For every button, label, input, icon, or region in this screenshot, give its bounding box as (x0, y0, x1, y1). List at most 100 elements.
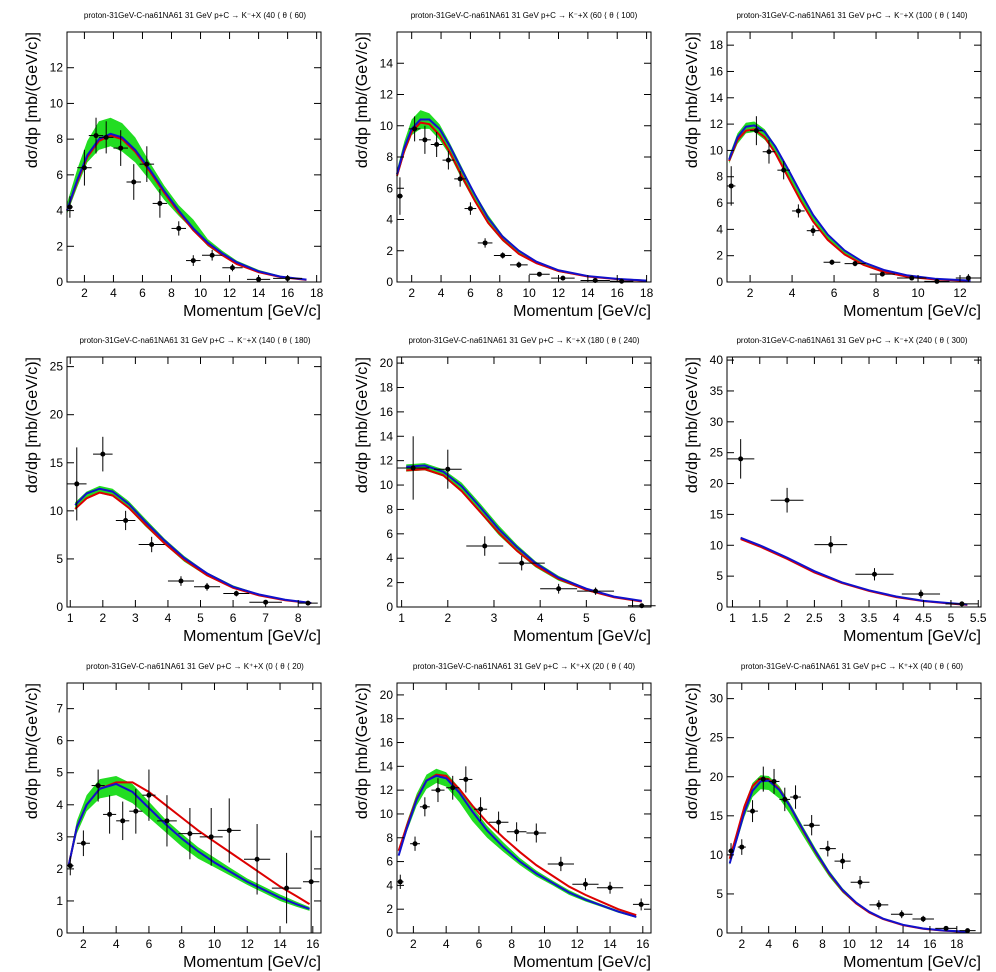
data-point (397, 177, 403, 215)
plot-frame (726, 682, 982, 934)
data-point (194, 582, 221, 591)
y-tick-label: 8 (716, 170, 723, 184)
data-point (850, 875, 870, 889)
data-marker (728, 848, 734, 854)
x-tick-label: 6 (146, 937, 153, 951)
data-marker (810, 228, 816, 234)
x-tick-label: 16 (636, 937, 650, 951)
data-marker (607, 885, 613, 891)
data-point (803, 815, 820, 836)
data-marker (123, 517, 129, 523)
y-tick-label: 10 (380, 478, 394, 492)
x-tick-label: 6 (831, 286, 838, 300)
x-tick-label: 6 (629, 611, 636, 625)
y-tick-label: 6 (56, 168, 63, 182)
data-point (814, 536, 848, 554)
data-point (459, 766, 473, 793)
data-marker (463, 776, 469, 782)
y-axis-label: dσ/dp [mb/(GeV/c)] (684, 357, 701, 493)
data-marker (781, 167, 787, 173)
data-point (466, 536, 504, 556)
data-point (199, 808, 223, 866)
data-point (201, 249, 223, 261)
chart-panel-4: proton-31GeV-C-na61NA61 31 GeV p+C → K⁻+… (24, 336, 322, 645)
data-marker (308, 879, 314, 885)
y-axis-label: dσ/dp [mb/(GeV/c)] (354, 357, 371, 493)
data-point (792, 204, 805, 218)
data-marker (918, 591, 924, 597)
data-marker (857, 879, 863, 885)
data-marker (876, 902, 882, 908)
data-point (67, 196, 73, 218)
data-point (67, 856, 74, 876)
y-axis-label: dσ/dp [mb/(GeV/c)] (684, 683, 701, 819)
chart-panel-6: proton-31GeV-C-na61NA61 31 GeV p+C → K⁻+… (684, 336, 987, 645)
y-tick-label: 0 (716, 926, 723, 940)
data-point (779, 787, 791, 812)
data-marker (516, 262, 522, 268)
model-curve-red (740, 538, 968, 606)
data-point (116, 801, 130, 841)
y-tick-label: 10 (50, 96, 64, 110)
data-point (157, 795, 177, 847)
data-marker (131, 179, 137, 185)
x-tick-label: 4 (113, 937, 120, 951)
data-point (67, 447, 87, 521)
y-tick-label: 10 (710, 538, 724, 552)
y-tick-label: 5 (56, 766, 63, 780)
y-tick-label: 0 (56, 926, 63, 940)
y-tick-label: 0 (56, 275, 63, 289)
y-tick-label: 4 (386, 213, 393, 227)
x-tick-label: 12 (241, 937, 255, 951)
x-tick-label: 14 (896, 937, 910, 951)
data-marker (229, 265, 235, 271)
data-point (103, 795, 117, 834)
y-tick-label: 0 (56, 600, 63, 614)
data-point (222, 264, 243, 272)
data-point (510, 261, 528, 268)
y-axis-label: dσ/dp [mb/(GeV/c)] (354, 683, 371, 819)
data-point (408, 116, 421, 142)
data-point (142, 769, 156, 821)
data-marker (103, 134, 109, 140)
data-point (98, 121, 114, 154)
data-point (126, 164, 142, 200)
data-marker (80, 840, 86, 846)
x-tick-label: 16 (281, 286, 295, 300)
y-tick-label: 12 (380, 783, 394, 797)
y-tick-label: 6 (386, 527, 393, 541)
chart-panel-7: proton-31GeV-C-na61NA61 31 GeV p+C → K⁺+… (24, 662, 322, 971)
data-point (171, 221, 187, 236)
y-tick-label: 30 (710, 692, 724, 706)
y-tick-label: 14 (380, 759, 394, 773)
data-point (454, 171, 467, 187)
data-marker (208, 834, 214, 840)
data-point (76, 830, 90, 857)
y-tick-label: 0 (386, 275, 393, 289)
x-axis-label: Momentum [GeV/c] (513, 628, 651, 645)
data-marker (809, 822, 815, 828)
data-point (298, 600, 318, 606)
data-marker (120, 818, 126, 824)
x-tick-label: 12 (571, 937, 585, 951)
data-marker (619, 278, 625, 284)
x-tick-label: 1.5 (751, 611, 768, 625)
data-marker (753, 128, 759, 134)
y-tick-label: 18 (380, 712, 394, 726)
y-tick-label: 18 (710, 38, 724, 52)
data-point (115, 510, 136, 531)
data-marker (593, 588, 599, 594)
data-marker (118, 145, 124, 151)
x-tick-label: 5 (197, 611, 204, 625)
data-marker (209, 252, 215, 258)
y-tick-label: 4 (56, 798, 63, 812)
data-marker (639, 603, 645, 609)
plot-frame (66, 31, 322, 283)
data-marker (795, 208, 801, 214)
data-marker (144, 161, 150, 167)
data-marker (74, 481, 80, 487)
x-tick-label: 5.5 (970, 611, 987, 625)
data-point (410, 836, 420, 851)
chart-title: proton-31GeV-C-na61NA61 31 GeV p+C → K⁻+… (736, 11, 967, 20)
y-tick-label: 8 (386, 831, 393, 845)
